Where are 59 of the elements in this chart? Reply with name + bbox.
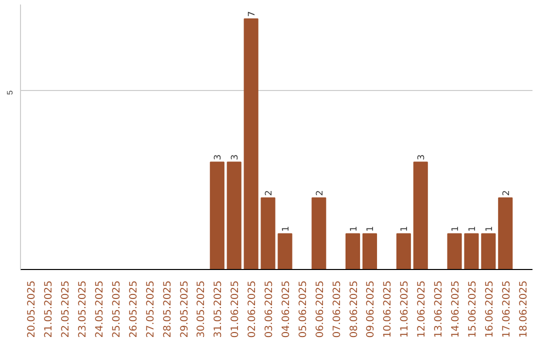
x-tick-label: 24.05.2025 [94,280,106,338]
bar [481,233,496,270]
x-tick-label: 06.06.2025 [314,280,326,338]
x-tick-label: 03.06.2025 [264,280,276,338]
data-label: 3 [230,154,241,160]
x-tick-label: 13.06.2025 [434,280,445,338]
x-tick-label: 02.06.2025 [247,280,258,338]
data-label: 2 [315,190,326,196]
data-label: 1 [451,226,462,232]
x-tick-label: 30.05.2025 [196,280,208,338]
data-label: 1 [468,226,478,232]
x-tick-label: 31.05.2025 [213,280,224,338]
data-label: 2 [502,190,512,196]
x-tick-label: 04.06.2025 [280,280,292,338]
x-tick-label: 11.06.2025 [400,280,411,338]
x-tick-label: 25.05.2025 [111,280,122,338]
bar [447,233,462,270]
bar [226,162,242,270]
bar [278,233,292,270]
data-label: 3 [214,154,224,160]
data-label: 1 [484,226,495,232]
x-tick-label: 27.05.2025 [145,280,156,338]
x-tick-label: 01.06.2025 [230,280,242,338]
x-tick-label: 16.06.2025 [484,280,496,338]
data-label: 1 [400,226,410,232]
bar [346,233,360,270]
bar [498,197,513,270]
data-label: 7 [248,11,258,17]
bar [312,197,326,270]
x-tick-label: 23.05.2025 [78,280,89,338]
bar [362,233,378,270]
x-tick-label: 26.05.2025 [128,280,140,338]
bar [413,162,428,270]
x-tick-label: 08.06.2025 [348,280,360,338]
x-tick-label: 28.05.2025 [162,280,174,338]
y-tick-label: 5 [6,90,14,95]
x-tick-label: 22.05.2025 [60,280,72,338]
data-label: 1 [349,226,360,232]
x-tick-label: 12.06.2025 [416,280,428,338]
bar [396,233,411,270]
x-tick-label: 29.05.2025 [179,280,190,338]
x-tick-label: 07.06.2025 [332,280,343,338]
x-tick-label: 21.05.2025 [44,280,55,338]
x-tick-label: 14.06.2025 [450,280,462,338]
data-label: 1 [366,226,376,232]
bar [260,197,276,270]
x-tick-label: 10.06.2025 [382,280,394,338]
data-label: 2 [264,190,275,196]
data-label: 1 [281,226,292,232]
bar [244,18,258,270]
x-tick-label: 05.06.2025 [298,280,309,338]
data-label: 3 [417,154,428,160]
x-tick-label: 15.06.2025 [467,280,478,338]
x-tick-label: 18.06.2025 [518,280,530,338]
x-tick-label: 17.06.2025 [501,280,512,338]
x-tick-label: 09.06.2025 [366,280,377,338]
bar [210,162,224,270]
bar [464,233,479,270]
x-tick-label: 20.05.2025 [26,280,38,338]
